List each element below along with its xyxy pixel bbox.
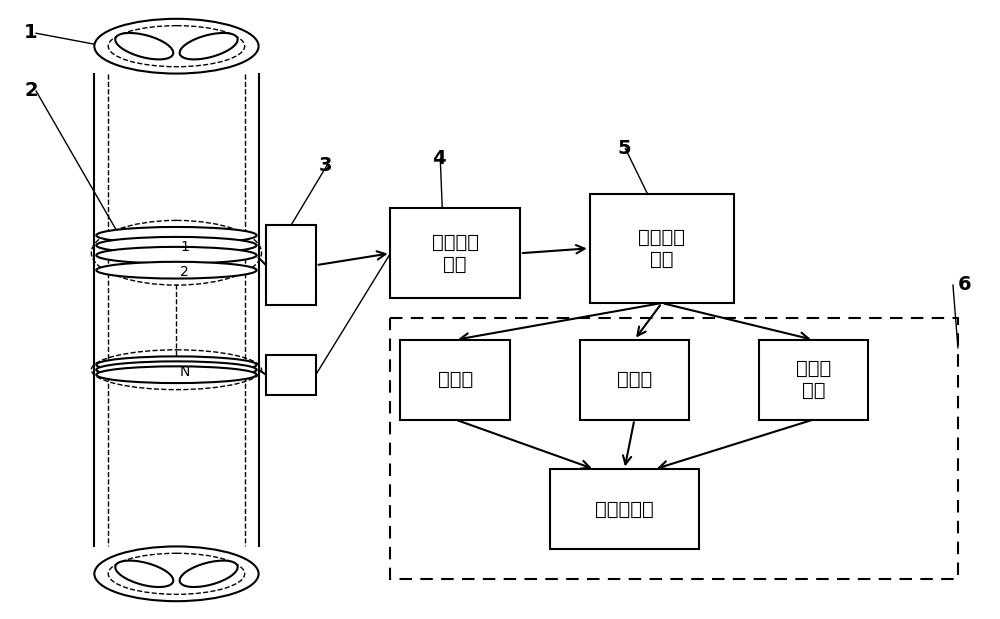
Ellipse shape [180,33,238,59]
Text: N: N [179,365,190,379]
Ellipse shape [96,357,257,373]
Ellipse shape [96,237,257,254]
Bar [580,340,689,420]
Text: 2: 2 [24,81,38,100]
Bar [390,209,520,298]
Ellipse shape [94,19,259,74]
Bar [266,355,316,395]
Text: 4: 4 [432,149,446,168]
Ellipse shape [96,247,257,264]
Ellipse shape [115,33,173,59]
Text: 重播率: 重播率 [617,370,652,389]
Ellipse shape [96,262,257,279]
Text: 信号调理
模块: 信号调理 模块 [432,233,479,274]
Text: 播种均
匀性: 播种均 匀性 [796,359,831,400]
Bar [400,340,510,420]
Text: 信号分析
模块: 信号分析 模块 [638,228,685,269]
Text: 3: 3 [319,156,332,175]
Ellipse shape [96,227,257,244]
Bar [266,225,316,305]
Bar [759,340,868,420]
Text: 1: 1 [180,240,189,254]
Text: 2: 2 [180,265,189,279]
Ellipse shape [94,547,259,601]
Bar [390,318,958,579]
Text: 漏播率: 漏播率 [438,370,473,389]
Text: 播种合格率: 播种合格率 [595,500,654,519]
Ellipse shape [115,561,173,587]
Text: 6: 6 [958,275,972,294]
Bar [590,194,734,303]
Ellipse shape [96,361,257,378]
Ellipse shape [96,366,257,383]
Text: 5: 5 [617,139,631,158]
Bar [550,469,699,549]
Text: 1: 1 [24,24,38,42]
Ellipse shape [180,561,238,587]
